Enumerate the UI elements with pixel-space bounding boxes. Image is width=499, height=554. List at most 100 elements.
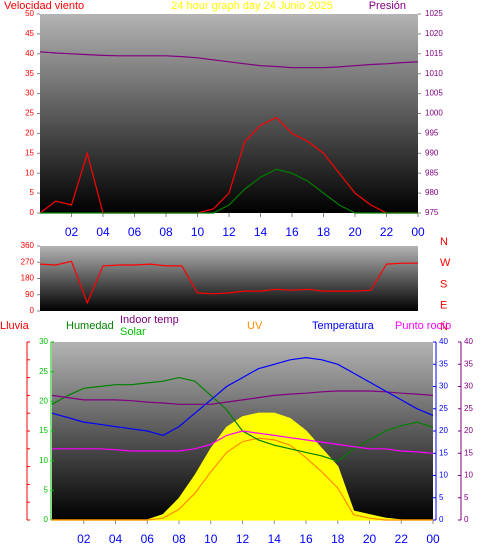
plot-background bbox=[40, 14, 418, 213]
y-tick-label: 30 bbox=[39, 337, 48, 346]
y-tick-label: 20 bbox=[464, 426, 473, 435]
y2-tick-label: 990 bbox=[425, 148, 439, 157]
y-tick-label: 0 bbox=[439, 515, 444, 524]
legend-label: Indoor temp bbox=[120, 314, 179, 326]
y-tick-label: 5 bbox=[44, 485, 49, 494]
x-tick-label: 02 bbox=[65, 225, 79, 239]
x-tick-label: 06 bbox=[128, 225, 142, 239]
x-tick-label: 16 bbox=[285, 225, 299, 239]
y-tick-label: 20 bbox=[25, 129, 34, 138]
y-tick-label: 10 bbox=[39, 456, 48, 465]
x-tick-label: 14 bbox=[268, 532, 282, 546]
rain-label: Lluvia bbox=[0, 320, 30, 332]
compass-label: W bbox=[440, 257, 451, 269]
pressure-label: Presión bbox=[369, 0, 406, 12]
y-tick-label: 0 bbox=[464, 515, 469, 524]
y-tick-label: 30 bbox=[15, 462, 24, 471]
x-tick-label: 04 bbox=[96, 225, 110, 239]
y-tick-label: 30 bbox=[464, 382, 473, 391]
legend-label: Humedad bbox=[66, 320, 114, 332]
y-tick-label: 40 bbox=[25, 49, 34, 58]
y2-tick-label: 1025 bbox=[425, 9, 443, 18]
y2-tick-label: 1020 bbox=[425, 29, 443, 38]
x-tick-label: 12 bbox=[222, 225, 236, 239]
y-tick-label: 25 bbox=[25, 109, 34, 118]
line bbox=[51, 356, 434, 437]
y2-tick-label: 1005 bbox=[425, 89, 443, 98]
y-tick-label: 50 bbox=[25, 9, 34, 18]
y2-tick-label: 1010 bbox=[425, 69, 443, 78]
y2-tick-label: 985 bbox=[425, 168, 439, 177]
y-tick-label: 100 bbox=[11, 337, 25, 346]
y-tick-label: 50 bbox=[15, 426, 24, 435]
x-tick-label: 02 bbox=[77, 532, 91, 546]
line bbox=[40, 168, 418, 214]
plot-background bbox=[40, 246, 418, 311]
compass-label: N bbox=[440, 236, 448, 248]
y-tick-label: 35 bbox=[464, 359, 473, 368]
x-tick-label: 10 bbox=[191, 225, 205, 239]
line bbox=[52, 437, 433, 521]
y-tick-label: 5 bbox=[30, 188, 35, 197]
y-tick-label: 30 bbox=[25, 89, 34, 98]
y-tick-label: 20 bbox=[15, 480, 24, 489]
y-tick-label: 25 bbox=[439, 404, 448, 413]
y-tick-label: 25 bbox=[39, 367, 48, 376]
y2-tick-label: 995 bbox=[425, 129, 439, 138]
y-tick-label: 40 bbox=[464, 337, 473, 346]
y-tick-label: 90 bbox=[25, 290, 34, 299]
y-tick-label: 45 bbox=[25, 29, 34, 38]
y-tick-label: 70 bbox=[15, 391, 24, 400]
x-tick-label: 06 bbox=[141, 532, 155, 546]
x-tick-label: 22 bbox=[380, 225, 394, 239]
x-tick-label: 00 bbox=[426, 532, 440, 546]
y-tick-label: 5 bbox=[464, 493, 469, 502]
y-tick-label: 35 bbox=[439, 359, 448, 368]
legend-label: Punto rocío bbox=[395, 320, 451, 332]
x-tick-label: 14 bbox=[254, 225, 268, 239]
y2-tick-label: 980 bbox=[425, 188, 439, 197]
legend-label: Solar bbox=[120, 326, 146, 338]
y2-tick-label: 1015 bbox=[425, 49, 443, 58]
compass-label: S bbox=[440, 278, 447, 290]
x-tick-label: 00 bbox=[411, 225, 425, 239]
y-tick-label: 0 bbox=[30, 306, 35, 315]
x-tick-label: 04 bbox=[109, 532, 123, 546]
y-tick-label: 10 bbox=[439, 471, 448, 480]
y-tick-label: 270 bbox=[21, 257, 35, 266]
y-tick-label: 10 bbox=[25, 168, 34, 177]
y-tick-label: 20 bbox=[39, 396, 48, 405]
y-tick-label: 180 bbox=[21, 274, 35, 283]
y-tick-label: 15 bbox=[439, 448, 448, 457]
x-tick-label: 20 bbox=[348, 225, 362, 239]
legend-label: UV bbox=[247, 320, 263, 332]
compass-label: E bbox=[440, 300, 447, 312]
x-tick-label: 18 bbox=[317, 225, 331, 239]
y-tick-label: 10 bbox=[464, 471, 473, 480]
y2-tick-label: 975 bbox=[425, 208, 439, 217]
line bbox=[52, 430, 434, 454]
y2-tick-label: 1000 bbox=[425, 109, 443, 118]
y-tick-label: 35 bbox=[25, 69, 34, 78]
y-tick-label: 40 bbox=[15, 444, 24, 453]
y-tick-label: 360 bbox=[21, 241, 35, 250]
wind-label: Velocidad viento bbox=[4, 0, 84, 12]
y-tick-label: 20 bbox=[439, 426, 448, 435]
y-tick-label: 0 bbox=[44, 515, 49, 524]
y-tick-label: 15 bbox=[39, 426, 48, 435]
x-tick-label: 16 bbox=[299, 532, 313, 546]
y-tick-label: 60 bbox=[15, 408, 24, 417]
chart-title: 24 hour graph day 24 Junio 2025 bbox=[171, 0, 332, 12]
x-tick-label: 08 bbox=[172, 532, 186, 546]
x-tick-label: 18 bbox=[331, 532, 345, 546]
x-tick-label: 22 bbox=[395, 532, 409, 546]
line bbox=[39, 260, 418, 305]
x-tick-label: 10 bbox=[204, 532, 218, 546]
y-tick-label: 15 bbox=[464, 448, 473, 457]
y-tick-label: 40 bbox=[439, 337, 448, 346]
legend-label: Temperatura bbox=[312, 320, 375, 332]
line bbox=[51, 390, 434, 405]
x-tick-label: 08 bbox=[159, 225, 173, 239]
y-tick-label: 30 bbox=[439, 382, 448, 391]
